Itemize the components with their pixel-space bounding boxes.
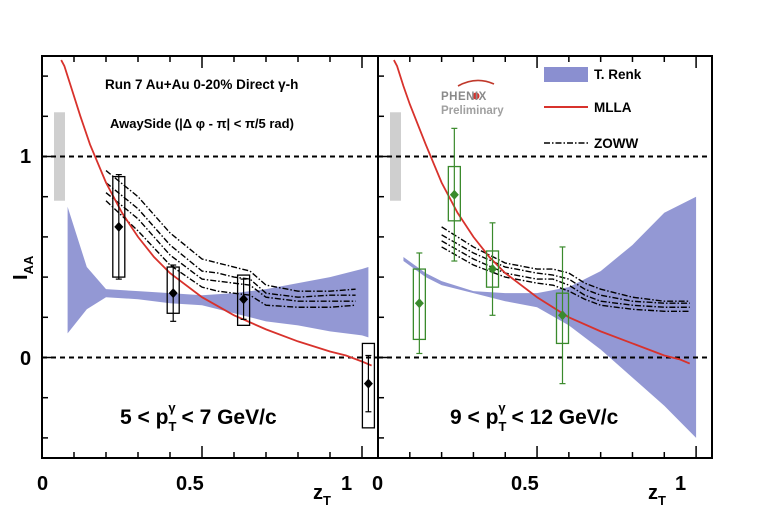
left-zoww-curve-1 — [105, 182, 356, 298]
right-x-axis-label-main: z — [648, 482, 658, 504]
left-kinematics-label: 5 < pTγ < 7 GeV/c — [120, 400, 277, 434]
left-data-point-2 — [239, 294, 249, 305]
left-kinematics-sup: γ — [168, 400, 176, 415]
legend-swatch-trenk — [544, 67, 588, 82]
right-trenk-band — [403, 196, 697, 438]
left-x-tick-label-1: 1 — [341, 473, 352, 495]
right-x-tick-label-1: 1 — [675, 473, 686, 495]
right-mlla-curve — [393, 59, 691, 365]
left-x-axis-label: zT — [313, 482, 331, 508]
phenix-logo-dot — [472, 92, 480, 100]
right-x-axis-label-sub: T — [658, 493, 666, 508]
right-kinematics-suffix: < 12 GeV/c — [506, 406, 619, 429]
left-zoww-curve-0 — [105, 170, 356, 292]
y-axis-label-sub: AA — [21, 255, 36, 274]
left-data-sys-box-3 — [361, 342, 376, 429]
legend: T. Renk MLLA ZOWW — [544, 67, 642, 151]
right-zoww-curve-0 — [441, 226, 690, 302]
phenix-logo-text: PHENIX — [441, 91, 487, 103]
left-x-tick-label-0: 0 — [37, 473, 48, 495]
y-axis-label: IAA — [10, 255, 36, 280]
left-data-sys-box-2 — [236, 274, 251, 326]
left-panel: Run 7 Au+Au 0-20% Direct γ-h AwaySide (|… — [41, 55, 379, 459]
right-data-point-3 — [557, 310, 567, 321]
right-kinematics-label: 9 < pTγ < 12 GeV/c — [450, 400, 619, 434]
left-kinematics-prefix: 5 < p — [120, 406, 168, 429]
left-x-tick-label-05: 0.5 — [176, 473, 204, 495]
y-tick-label-0: 0 — [20, 348, 31, 370]
legend-label-mlla: MLLA — [594, 100, 632, 115]
left-global-uncertainty-box — [54, 112, 65, 201]
y-tick-label-1: 1 — [20, 146, 31, 168]
right-kinematics-sup: γ — [498, 400, 506, 415]
left-trenk-band — [67, 206, 369, 338]
left-zoww-curve-3 — [105, 200, 356, 308]
left-zoww-curve-2 — [105, 192, 356, 302]
right-data-point-2 — [488, 264, 498, 275]
right-kinematics-prefix: 9 < p — [450, 406, 498, 429]
left-chart-title: Run 7 Au+Au 0-20% Direct γ-h — [105, 77, 298, 92]
legend-label-zoww: ZOWW — [594, 136, 638, 151]
phenix-preliminary-logo: PHENIX Preliminary — [441, 79, 504, 117]
left-mlla-curve — [60, 59, 372, 367]
phenix-logo-swoosh — [457, 79, 495, 87]
right-data-point-1 — [449, 189, 459, 200]
left-data-point-3 — [363, 378, 373, 389]
right-kinematics-sub: T — [498, 419, 506, 434]
left-kinematics-sub: T — [168, 419, 176, 434]
y-axis-label-main: I — [10, 274, 32, 280]
left-data-point-1 — [168, 288, 178, 299]
legend-label-trenk: T. Renk — [594, 67, 642, 82]
left-data-point-0 — [114, 221, 124, 232]
left-panel-frame — [41, 55, 379, 459]
right-x-axis-label: zT — [648, 482, 666, 508]
right-zoww-curve-3 — [441, 246, 690, 312]
right-x-tick-label-05: 0.5 — [511, 473, 539, 495]
left-x-axis-label-sub: T — [323, 493, 331, 508]
right-panel: 9 < pTγ < 12 GeV/c PHENIX Preliminary T.… — [377, 55, 713, 459]
right-global-uncertainty-box — [390, 112, 401, 201]
right-data-point-0 — [414, 298, 424, 309]
phenix-preliminary-text: Preliminary — [441, 105, 504, 117]
left-x-axis-label-main: z — [313, 482, 323, 504]
left-kinematics-suffix: < 7 GeV/c — [176, 406, 277, 429]
right-x-tick-label-0: 0 — [372, 473, 383, 495]
left-chart-subtitle: AwaySide (|Δ φ - π| < π/5 rad) — [110, 116, 294, 131]
